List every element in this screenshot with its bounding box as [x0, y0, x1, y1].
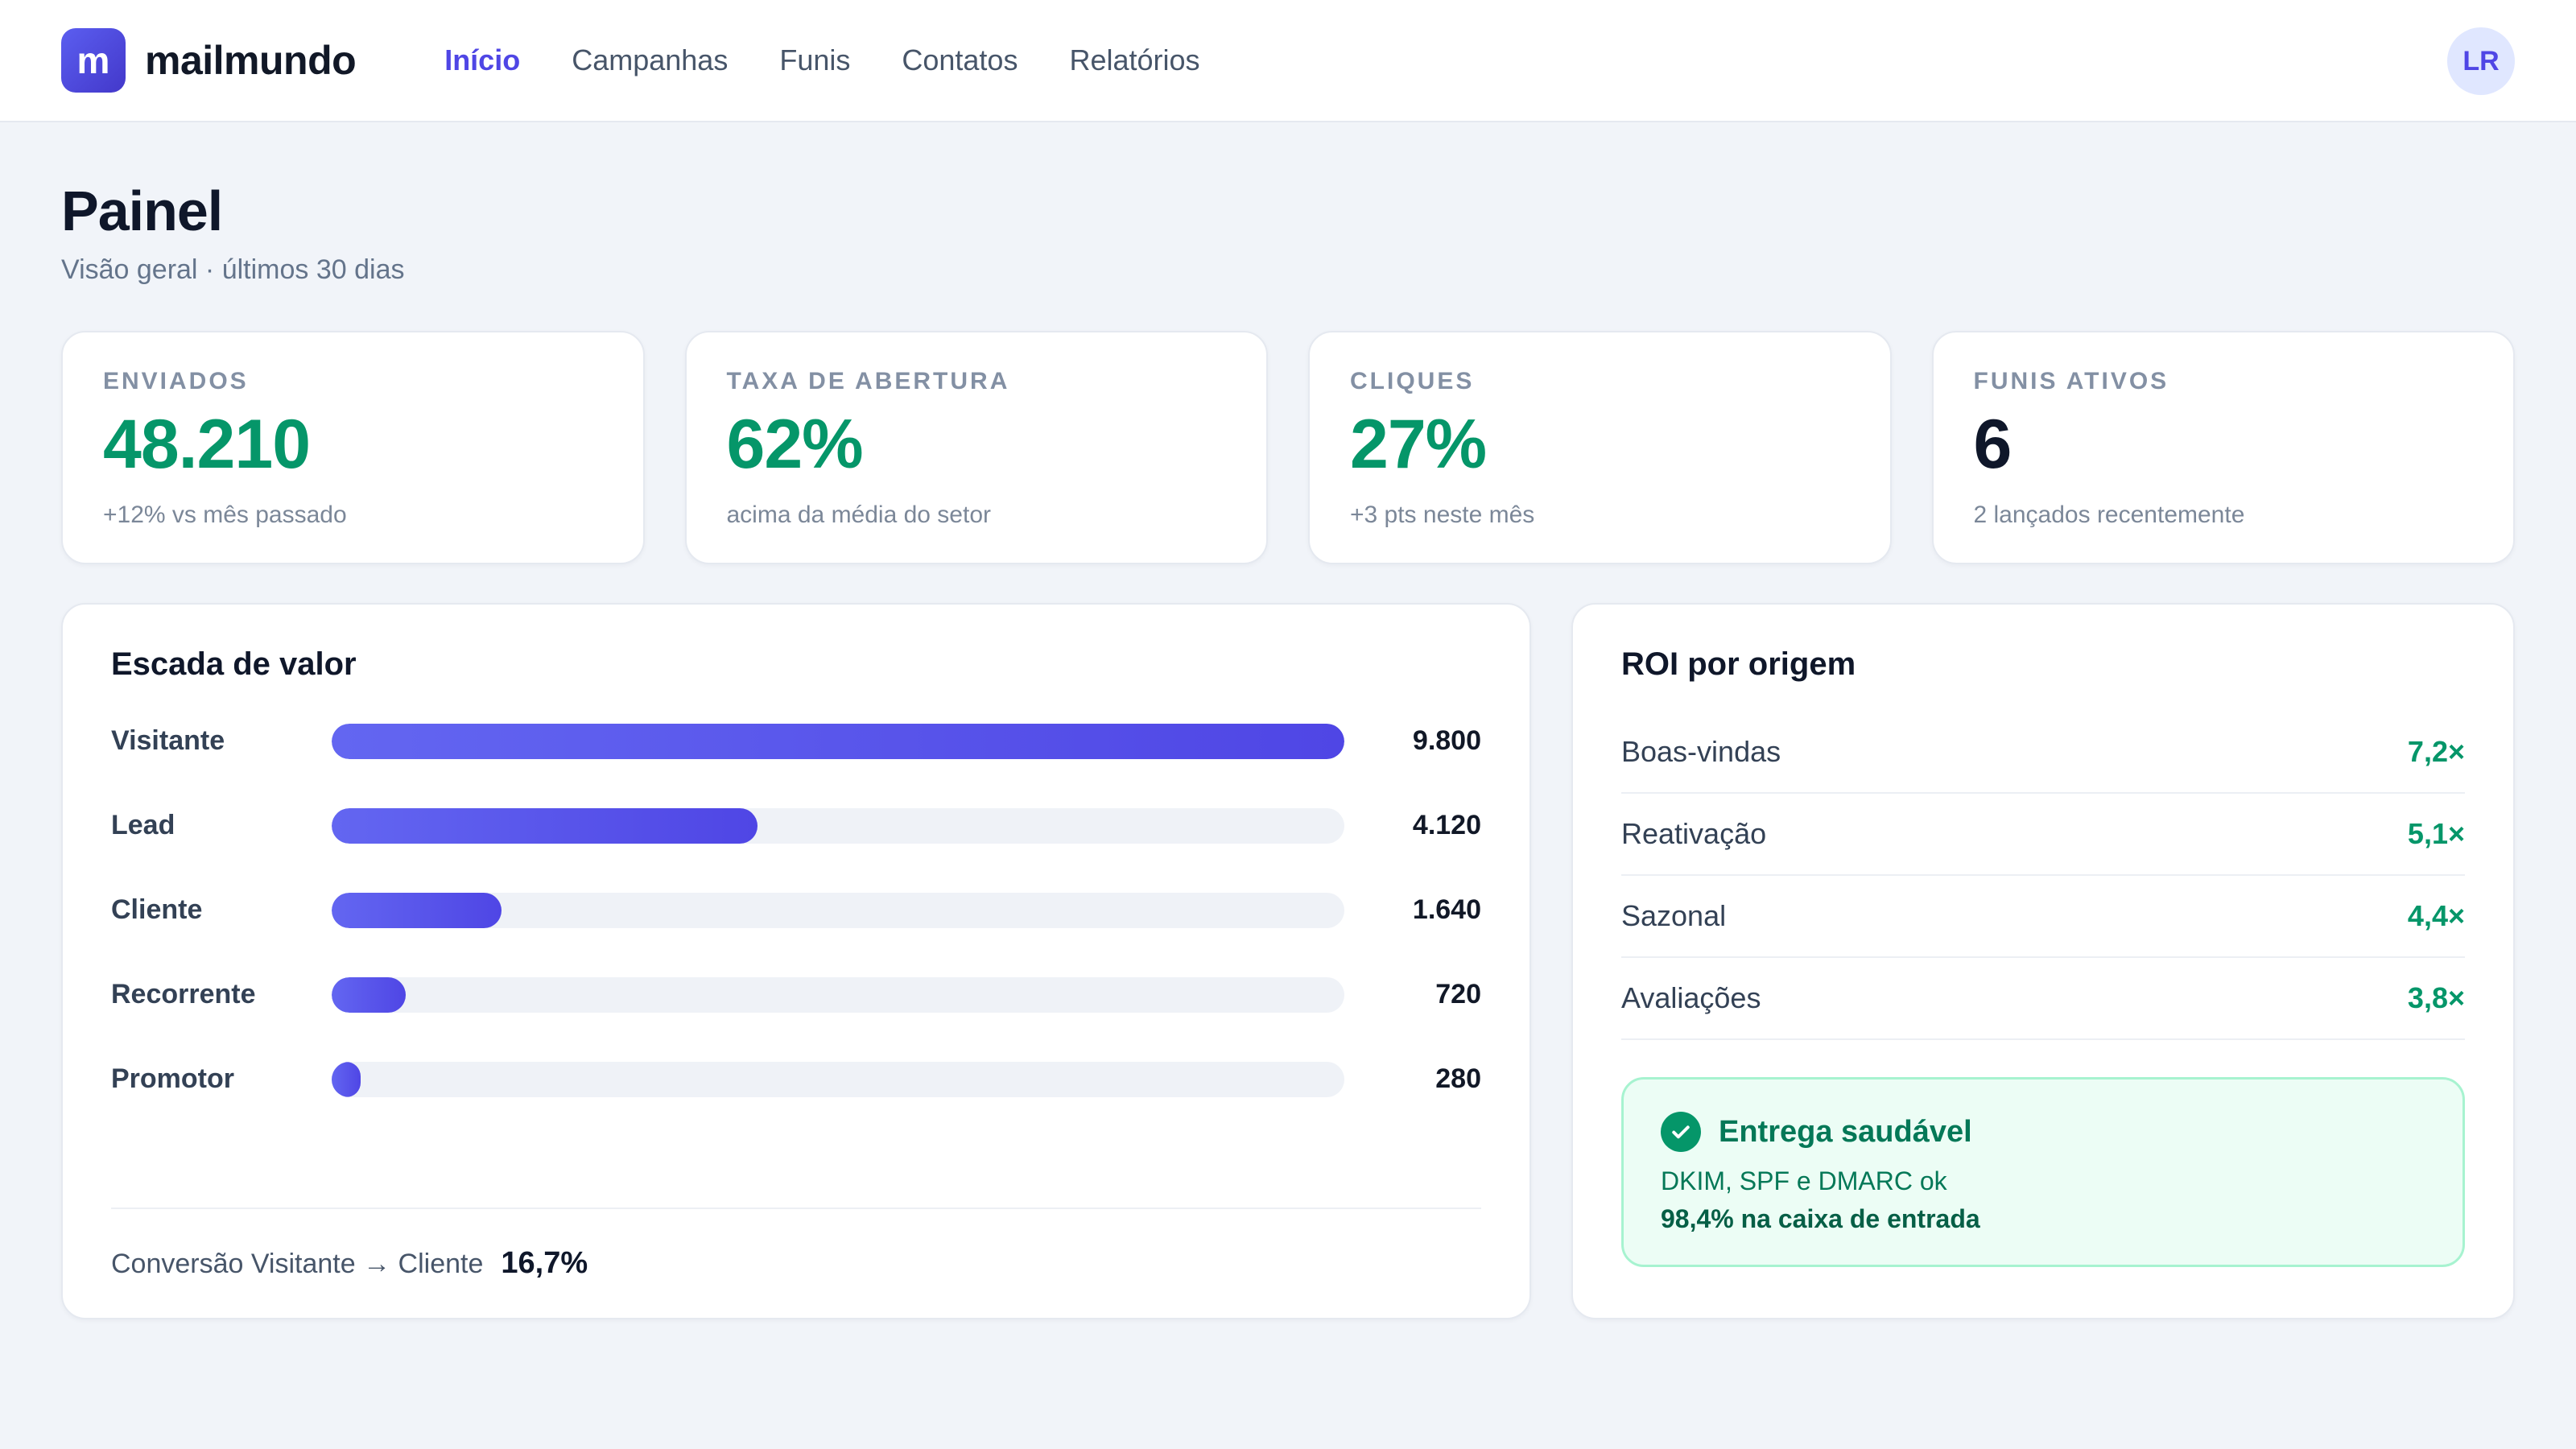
roi-source-name: Avaliações: [1621, 981, 1761, 1014]
stat-value: 27%: [1350, 406, 1487, 483]
stat-card-funis-ativos: FUNIS ATIVOS 6 2 lançados recentemente: [1931, 331, 2515, 564]
ladder-value: 280: [1435, 1063, 1481, 1094]
ladder-label: Promotor: [111, 1063, 234, 1094]
check-circle-icon: [1661, 1112, 1701, 1152]
ladder-row: Promotor 280: [111, 1037, 1481, 1121]
stat-note: +3 pts neste mês: [1350, 502, 1535, 528]
ladder-rows: Visitante 9.800 Lead 4.120 Cliente 1.640…: [111, 699, 1481, 1121]
roi-value: 3,8×: [2407, 981, 2465, 1014]
ladder-row: Cliente 1.640: [111, 868, 1481, 952]
page-subtitle: Visão geral · últimos 30 dias: [61, 254, 405, 285]
stat-value: 6: [1973, 406, 2013, 483]
nav-item-inicio[interactable]: Início: [444, 43, 521, 76]
bar-fill: [332, 892, 502, 928]
bar-track: [332, 892, 1344, 928]
page-title: Painel: [61, 180, 223, 242]
roi-value: 5,1×: [2407, 817, 2465, 850]
ladder-label: Recorrente: [111, 979, 256, 1009]
ladder-value: 4.120: [1412, 810, 1481, 840]
roi-row: Sazonal 4,4×: [1621, 876, 2465, 958]
conversion-value: 16,7%: [501, 1246, 588, 1280]
ladder-row: Visitante 9.800: [111, 699, 1481, 783]
roi-row: Reativação 5,1×: [1621, 794, 2465, 876]
roi-value: 7,2×: [2407, 735, 2465, 768]
stat-label: TAXA DE ABERTURA: [726, 368, 1010, 394]
ladder-label: Cliente: [111, 894, 203, 925]
roi-row: Boas-vindas 7,2×: [1621, 712, 2465, 794]
nav-item-relatorios[interactable]: Relatórios: [1069, 43, 1200, 76]
panel-title: ROI por origem: [1621, 646, 1856, 682]
user-avatar[interactable]: LR: [2447, 27, 2515, 95]
top-navbar: m mailmundo Início Campanhas Funis Conta…: [0, 0, 2576, 122]
ladder-value: 720: [1435, 979, 1481, 1009]
stat-label: ENVIADOS: [103, 368, 249, 394]
panel-title: Escada de valor: [111, 646, 357, 682]
logo-icon[interactable]: m: [61, 28, 126, 93]
roi-value: 4,4×: [2407, 899, 2465, 932]
bar-track: [332, 1061, 1344, 1097]
stat-note: 2 lançados recentemente: [1973, 502, 2245, 528]
nav-item-campanhas[interactable]: Campanhas: [572, 43, 729, 76]
stat-label: FUNIS ATIVOS: [1973, 368, 2169, 394]
bar-track: [332, 723, 1344, 759]
stat-card-taxa-abertura: TAXA DE ABERTURA 62% acima da média do s…: [684, 331, 1268, 564]
conversion-label: Conversão Visitante → Cliente: [111, 1249, 484, 1279]
health-title: Entrega saudável: [1719, 1114, 1972, 1149]
ladder-label: Visitante: [111, 725, 225, 756]
stat-note: acima da média do setor: [726, 502, 992, 528]
health-header: Entrega saudável: [1661, 1112, 2425, 1152]
page-header: Painel Visão geral · últimos 30 dias: [0, 122, 2576, 286]
app-name[interactable]: mailmundo: [145, 38, 357, 83]
stat-card-enviados: ENVIADOS 48.210 +12% vs mês passado: [61, 331, 645, 564]
roi-panel: ROI por origem Boas-vindas 7,2× Reativaç…: [1571, 603, 2515, 1319]
roi-source-name: Sazonal: [1621, 899, 1727, 932]
ladder-row: Recorrente 720: [111, 952, 1481, 1037]
bar-fill: [332, 807, 758, 844]
nav-item-funis[interactable]: Funis: [779, 43, 851, 76]
ladder-value: 1.640: [1412, 894, 1481, 925]
bar-track: [332, 976, 1344, 1013]
roi-source-name: Reativação: [1621, 817, 1767, 850]
bar-track: [332, 807, 1344, 844]
stat-value: 48.210: [103, 406, 311, 483]
ladder-value: 9.800: [1412, 725, 1481, 756]
stat-cards: ENVIADOS 48.210 +12% vs mês passado TAXA…: [0, 331, 2576, 564]
bar-fill: [332, 723, 1344, 759]
bar-fill: [332, 976, 407, 1013]
main-nav: Início Campanhas Funis Contatos Relatóri…: [444, 43, 1251, 77]
roi-list: Boas-vindas 7,2× Reativação 5,1× Sazonal…: [1621, 712, 2465, 1040]
stat-note: +12% vs mês passado: [103, 502, 347, 528]
ladder-label: Lead: [111, 810, 175, 840]
roi-source-name: Boas-vindas: [1621, 735, 1781, 768]
panels: Escada de valor Visitante 9.800 Lead 4.1…: [0, 603, 2576, 1319]
health-inbox-rate: 98,4% na caixa de entrada: [1661, 1204, 1980, 1233]
bar-fill: [332, 1061, 361, 1097]
stat-value: 62%: [726, 406, 864, 483]
stat-card-cliques: CLIQUES 27% +3 pts neste mês: [1308, 331, 1892, 564]
roi-row: Avaliações 3,8×: [1621, 958, 2465, 1040]
value-ladder-panel: Escada de valor Visitante 9.800 Lead 4.1…: [61, 603, 1531, 1319]
conversion-summary: Conversão Visitante → Cliente 16,7%: [111, 1208, 1481, 1281]
health-auth-status: DKIM, SPF e DMARC ok: [1661, 1166, 1947, 1195]
ladder-row: Lead 4.120: [111, 783, 1481, 868]
nav-item-contatos[interactable]: Contatos: [902, 43, 1018, 76]
delivery-health-alert: Entrega saudável DKIM, SPF e DMARC ok 98…: [1621, 1077, 2465, 1267]
stat-label: CLIQUES: [1350, 368, 1475, 394]
